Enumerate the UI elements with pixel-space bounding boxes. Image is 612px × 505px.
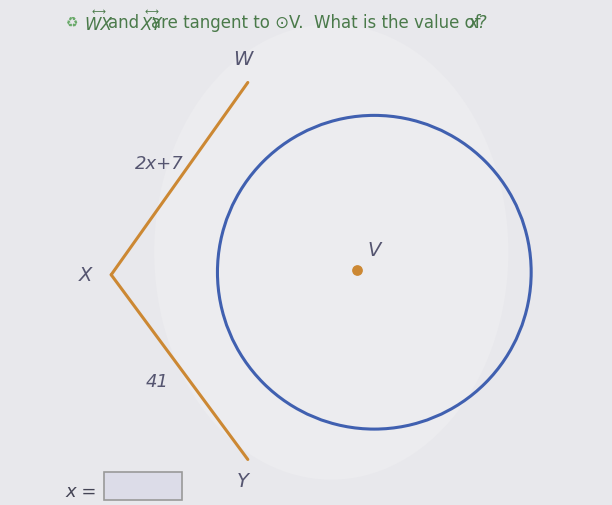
Text: x =: x = — [65, 482, 97, 500]
Text: ♻: ♻ — [66, 16, 78, 30]
Text: and: and — [108, 14, 140, 32]
Text: $\longleftrightarrow$: $\longleftrightarrow$ — [143, 7, 160, 17]
Ellipse shape — [154, 25, 509, 480]
Bar — [103, 472, 182, 500]
Text: Y: Y — [237, 471, 248, 490]
Text: W: W — [233, 50, 252, 69]
Text: x?: x? — [469, 14, 487, 32]
Text: XY: XY — [141, 16, 162, 34]
Text: $\longleftrightarrow$: $\longleftrightarrow$ — [90, 7, 107, 17]
Point — [352, 266, 362, 274]
Text: 2x+7: 2x+7 — [135, 155, 184, 173]
Text: WX: WX — [84, 16, 113, 34]
Text: 41: 41 — [145, 372, 168, 390]
Text: V: V — [368, 240, 381, 260]
Text: X: X — [79, 266, 92, 285]
Text: are tangent to ⊙V.  What is the value of: are tangent to ⊙V. What is the value of — [151, 14, 481, 32]
